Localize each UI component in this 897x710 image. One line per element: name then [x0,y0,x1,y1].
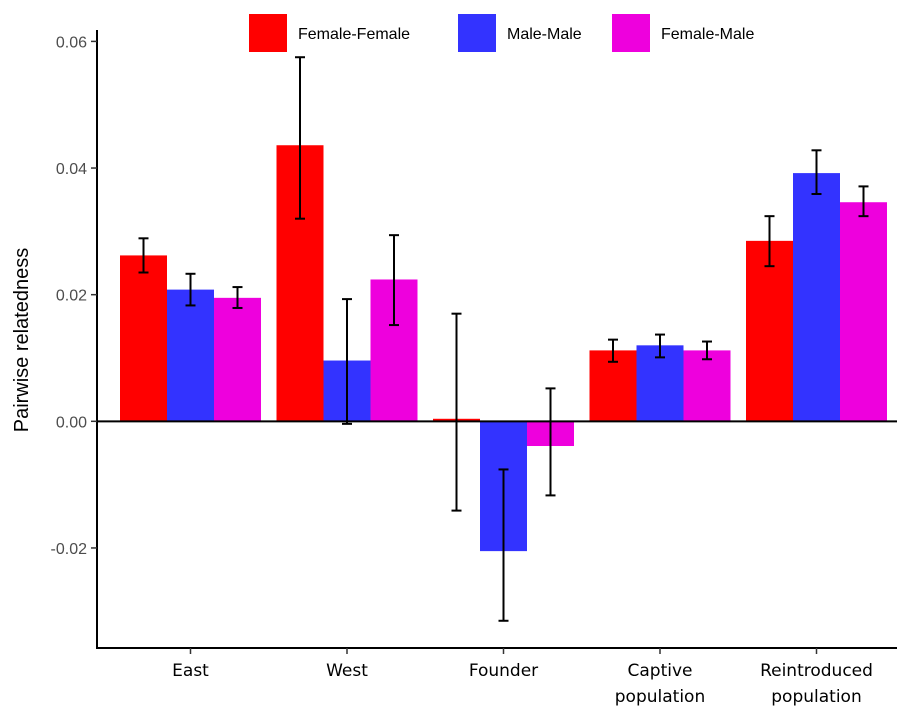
legend-swatch [612,14,650,52]
error-bars [138,56,869,622]
x-axis-ticks: East West Founder Captive population Reintrod… [172,648,873,707]
y-axis-ticks: 0.06 0.04 0.02 0.00 -0.02 [51,34,97,558]
bar [746,240,793,422]
legend-label: Male-Male [507,26,582,43]
y-tick-label: 0.04 [56,161,87,178]
legend-swatch [249,14,287,52]
legend-swatch [458,14,496,52]
bar [214,297,261,422]
y-tick-label: 0.02 [56,288,87,305]
legend-label: Female-Male [661,26,754,43]
y-axis-label: Pairwise relatedness [11,248,33,433]
x-tick-label: East [172,661,209,681]
y-tick-label: -0.02 [51,541,88,558]
legend-label: Female-Female [298,26,410,43]
x-tick-label: Founder [469,661,538,681]
bar [167,289,214,422]
x-tick-label: Captive population [615,661,705,707]
y-tick-label: 0.06 [56,34,87,51]
bar [120,255,167,422]
x-tick-label: West [326,661,368,681]
bar [840,202,887,422]
legend: Female-Female Male-Male Female-Male [249,14,754,52]
y-tick-label: 0.00 [56,414,87,431]
x-tick-label: Reintroduced population [760,661,873,707]
bar [793,173,840,422]
bar [683,350,731,422]
